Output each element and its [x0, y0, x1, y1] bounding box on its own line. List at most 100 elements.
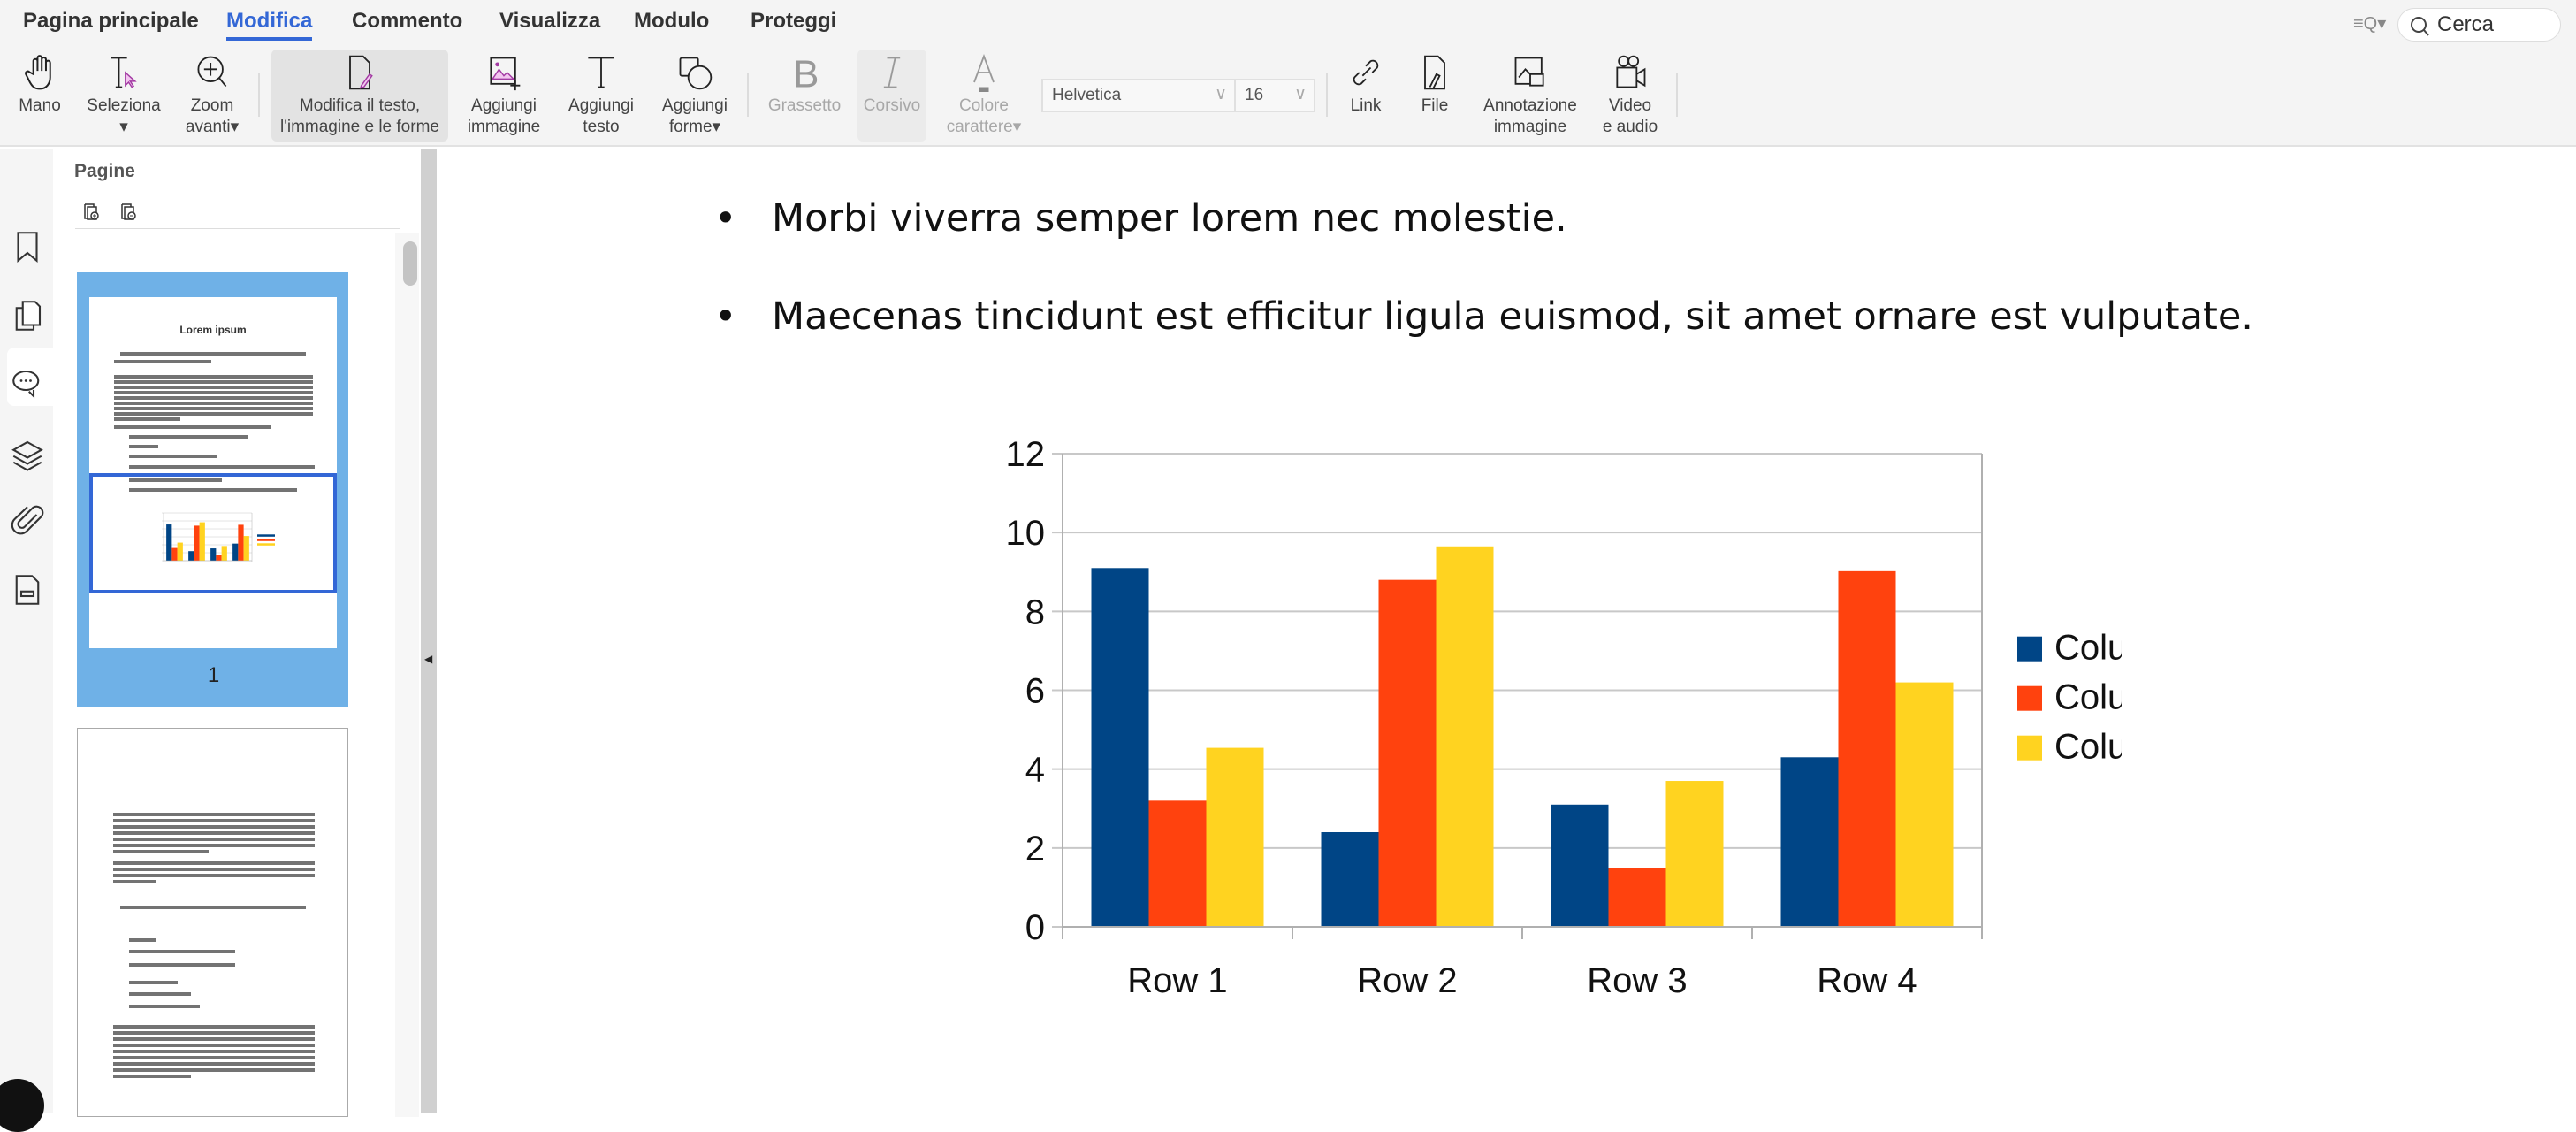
tab-modulo[interactable]: Modulo [634, 9, 710, 33]
file-button[interactable]: File [1407, 50, 1462, 142]
font-family-select[interactable]: Helvetica ∨ [1041, 79, 1236, 112]
zoom-in-thumbnails-icon[interactable] [81, 202, 103, 223]
font-color-label: Colore [959, 96, 1009, 115]
bar [1148, 800, 1207, 927]
y-tick-label: 6 [1025, 672, 1045, 711]
form-field-icon[interactable] [9, 571, 46, 608]
thumbnail-text-line [113, 874, 315, 877]
hand-tool-button[interactable]: Mano [7, 50, 72, 142]
thumbnail-text-line [120, 352, 306, 356]
assistant-button[interactable] [0, 1079, 44, 1132]
viewport-indicator [89, 473, 337, 593]
tab-visualizza[interactable]: Visualizza [499, 9, 601, 33]
bar [210, 548, 217, 561]
thumbnail-text-line [113, 880, 156, 883]
bar-chart[interactable]: 0 2 4 6 8 10 12 Row 1 Row 2 Row 3 Row 4 Column 1 Col… [972, 424, 2123, 1008]
thumbnail-text-line [114, 417, 180, 421]
thumbnail-text-line [113, 825, 315, 829]
bullet-item: • Maecenas tincidunt est efficitur ligula… [714, 294, 2253, 339]
thumbnail-chart [162, 512, 275, 562]
panel-title: Pagine [74, 161, 135, 181]
separator [1676, 73, 1678, 117]
tab-proteggi[interactable]: Proteggi [751, 9, 837, 33]
image-annotation-icon [1514, 57, 1544, 87]
tab-modifica[interactable]: Modifica [226, 9, 313, 41]
legend-swatch [2017, 636, 2042, 662]
search-options-icon[interactable]: ≡Q▾ [2353, 14, 2387, 34]
legend-swatch [2017, 685, 2042, 711]
attachment-icon[interactable] [9, 502, 46, 539]
zoom-in-button[interactable]: Zoom avanti▾ [177, 50, 248, 142]
bar [199, 522, 205, 561]
edit-label: Modifica il testo, [299, 96, 421, 115]
zoom-out-thumbnails-icon[interactable] [118, 202, 140, 223]
link-button[interactable]: Link [1338, 50, 1393, 142]
select-label: Seleziona [87, 96, 161, 115]
zoom-in-icon [197, 56, 227, 88]
legend-label: Column 2 [2054, 678, 2122, 717]
video-audio-button[interactable]: Video e audio [1595, 50, 1665, 142]
panel-splitter[interactable]: ◀ [421, 149, 437, 1113]
add-text-label-2: testo [583, 118, 620, 136]
thumbnail-text-line [129, 963, 235, 967]
page-thumbnail-2[interactable] [77, 728, 348, 1117]
top-bar: Pagina principale Modifica Commento Visu… [0, 0, 2576, 147]
video-label: Video [1608, 96, 1652, 115]
edit-document-icon [349, 55, 373, 90]
video-label-2: e audio [1602, 118, 1658, 136]
legend-label: Column 3 [2054, 728, 2122, 767]
legend-swatch [257, 534, 275, 537]
thumbnail-text-line [129, 465, 315, 469]
bar [1091, 568, 1149, 927]
collapse-panel-icon[interactable]: ◀ [424, 653, 433, 665]
legend-swatch [2017, 735, 2042, 761]
bullet-text[interactable]: Morbi viverra semper lorem nec molestie. [772, 196, 1567, 241]
bar [1780, 757, 1839, 927]
bar [1838, 570, 1896, 927]
italic-button[interactable]: Corsivo [857, 50, 926, 142]
tab-pagina-principale[interactable]: Pagina principale [23, 9, 199, 33]
thumbnail-text-line [114, 375, 313, 379]
tab-commento[interactable]: Commento [352, 9, 463, 33]
y-tick-label: 10 [1006, 514, 1046, 553]
select-tool-button[interactable]: Seleziona ▾ [83, 50, 164, 142]
add-shapes-label: Aggiungi [662, 96, 728, 115]
thumbnail-page: Lorem ipsum [89, 297, 337, 648]
bullet-text[interactable]: Maecenas tincidunt est efficitur ligula … [772, 294, 2253, 339]
thumbnail-text-line [113, 1044, 315, 1047]
x-tick-label: Row 1 [1127, 961, 1227, 1000]
bold-icon: B [793, 53, 819, 92]
add-text-button[interactable]: Aggiungi testo [560, 50, 642, 142]
bold-button[interactable]: B Grassetto [760, 50, 849, 142]
bullet-icon: • [714, 294, 737, 339]
thumbnail-scrollbar[interactable] [395, 233, 419, 1117]
page-thumbnail-1[interactable]: Lorem ipsum 1 [77, 272, 348, 707]
search-input[interactable]: Cerca [2397, 8, 2561, 42]
comments-icon[interactable] [9, 365, 46, 402]
thumbnail-text-line [113, 838, 315, 841]
document-view: • Morbi viverra semper lorem nec molestie… [437, 149, 2576, 1113]
thumbnail-text-line [129, 981, 178, 984]
legend-swatch [257, 539, 275, 541]
bar [1551, 804, 1609, 927]
hand-icon [25, 55, 51, 90]
thumbnail-text-line [114, 380, 313, 384]
zoom-label: Zoom [190, 96, 234, 115]
layers-icon[interactable] [9, 436, 46, 473]
bookmark-icon[interactable] [9, 228, 46, 265]
page-number-label: 1 [207, 663, 220, 687]
scrollbar-thumb[interactable] [403, 241, 417, 286]
bar [1895, 682, 1954, 927]
pages-icon[interactable] [9, 297, 46, 334]
bar [1321, 832, 1379, 927]
image-annotation-label-2: immagine [1493, 118, 1567, 136]
edit-label-2: l'immagine e le forme [280, 118, 439, 136]
font-size-select[interactable]: 16 ∨ [1234, 79, 1315, 112]
bullet-icon: • [714, 196, 737, 241]
edit-text-image-shapes-button[interactable]: Modifica il testo, l'immagine e le forme [271, 50, 448, 142]
add-image-button[interactable]: Aggiungi immagine [461, 50, 546, 142]
font-color-button[interactable]: Colore carattere▾ [937, 50, 1031, 142]
image-annotation-button[interactable]: Annotazione immagine [1476, 50, 1584, 142]
add-shapes-button[interactable]: Aggiungi forme▾ [652, 50, 737, 142]
search-icon [2411, 17, 2429, 36]
